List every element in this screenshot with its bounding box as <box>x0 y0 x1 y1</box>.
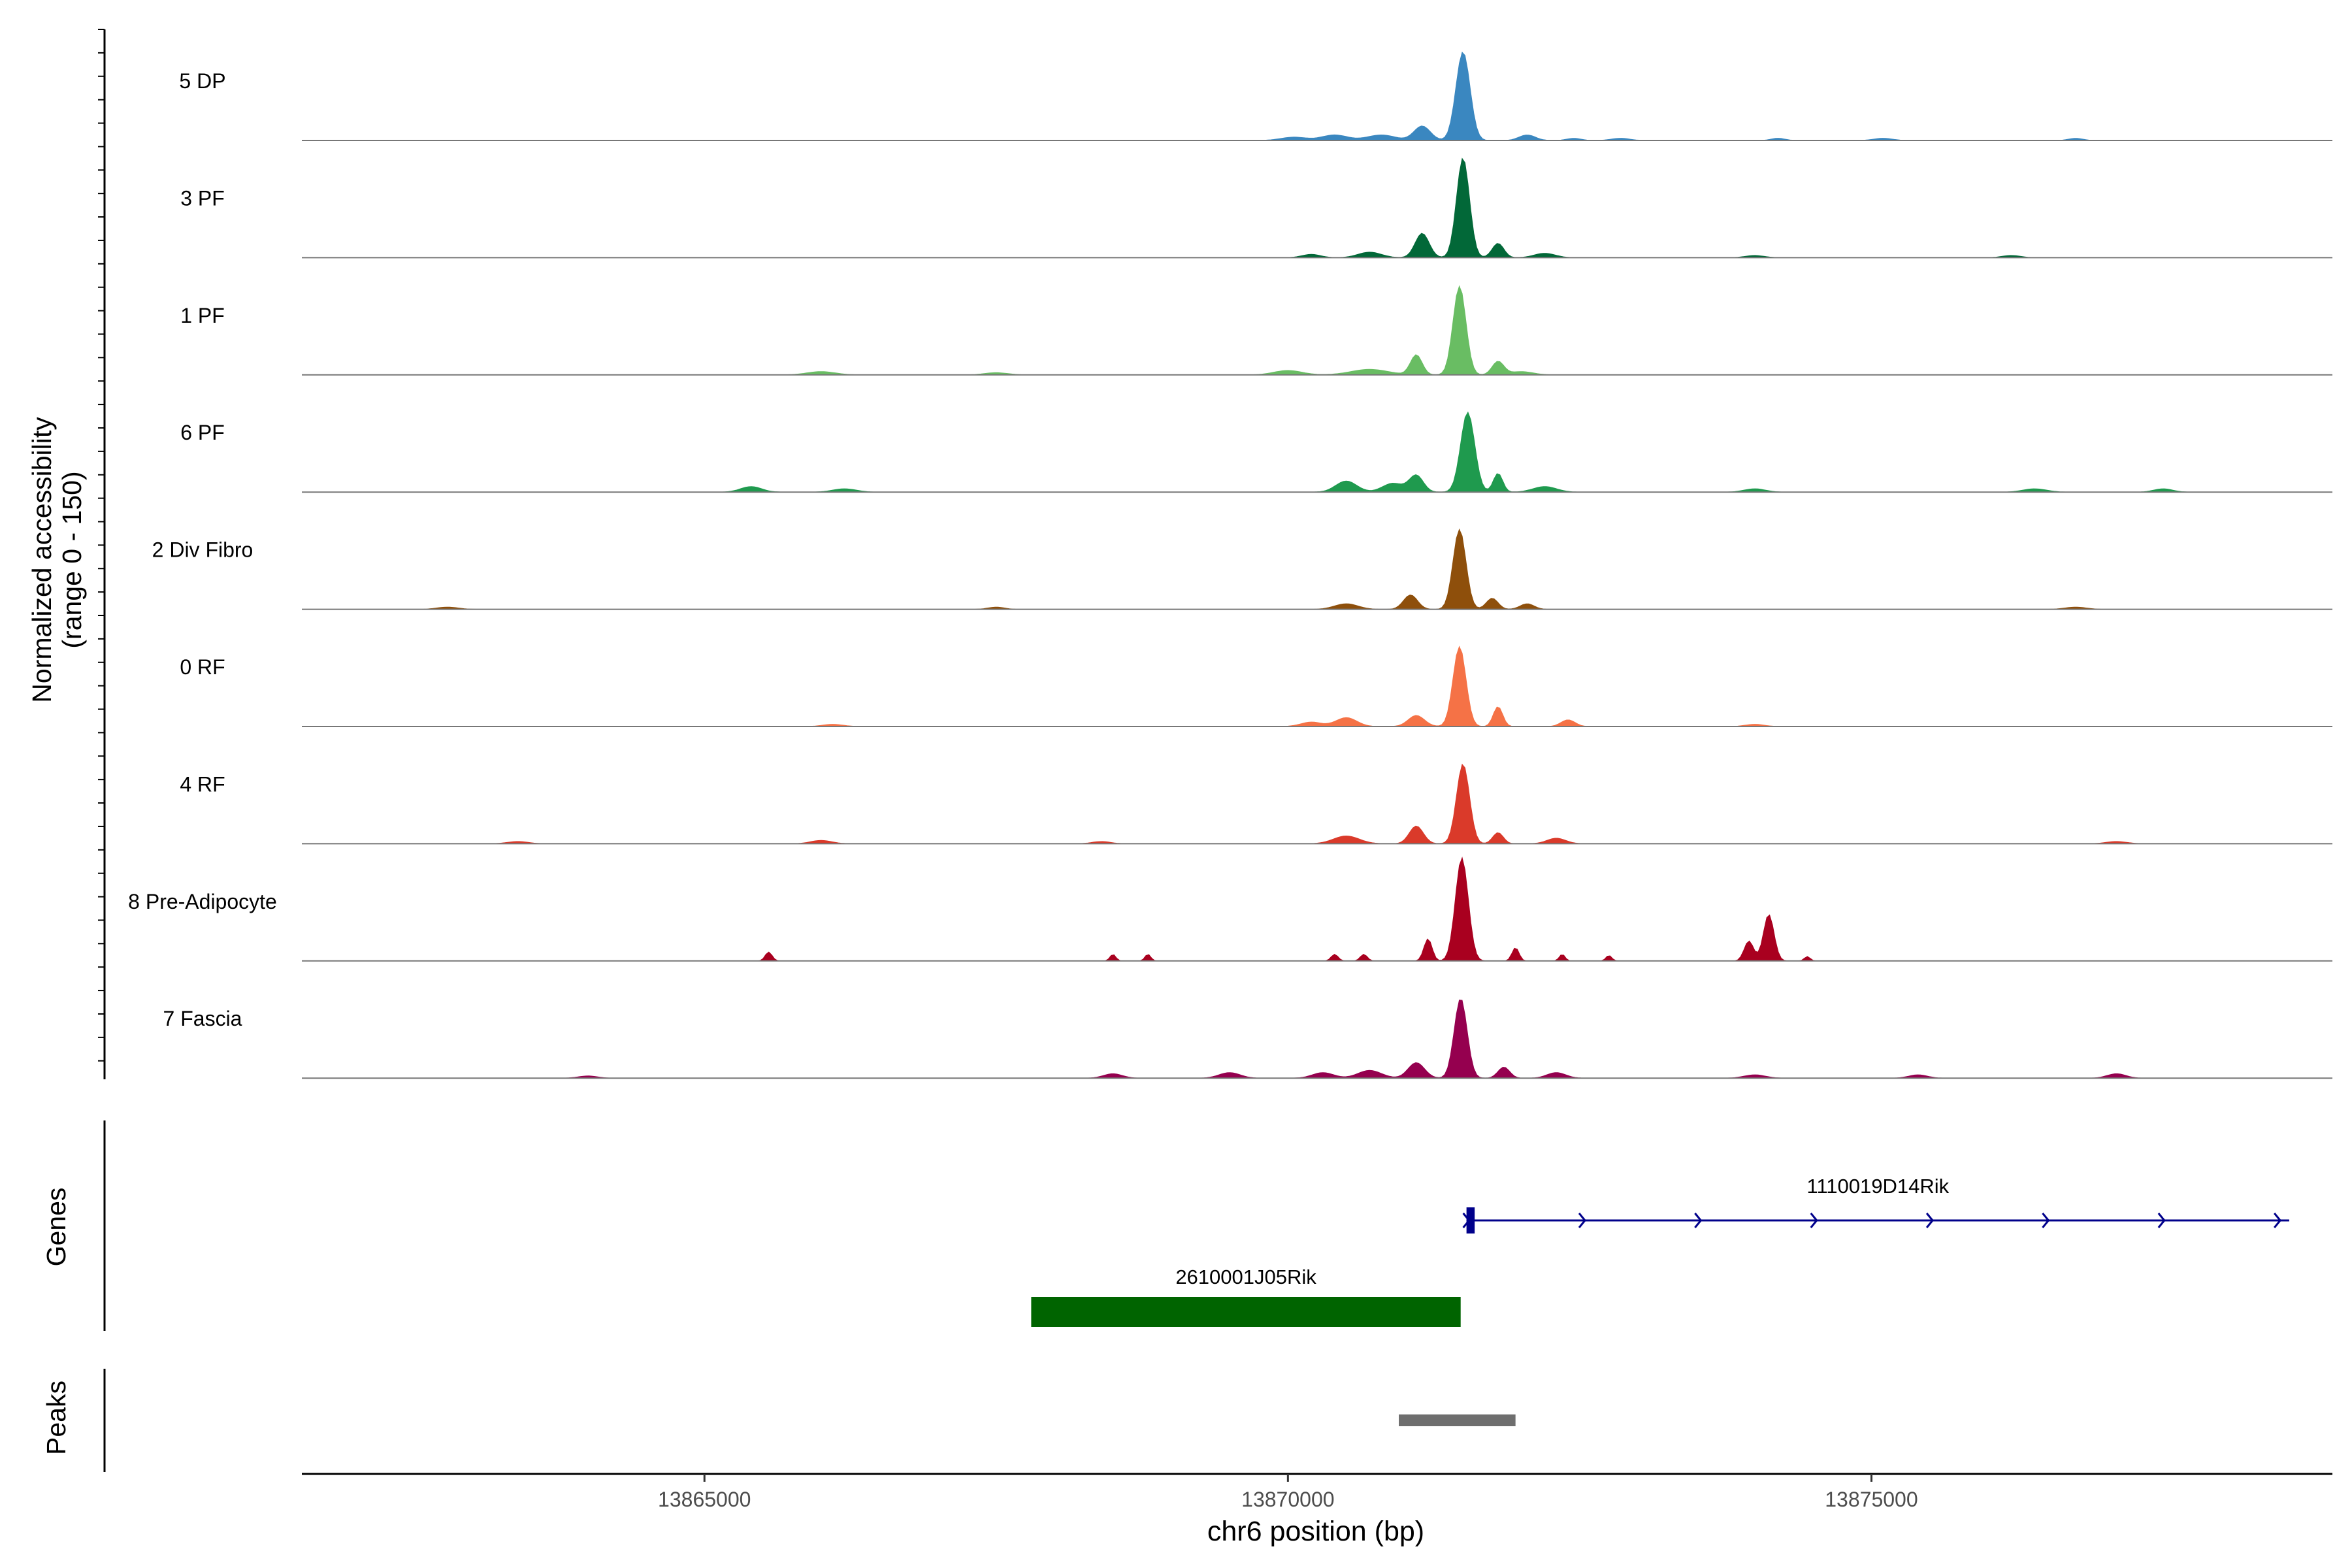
coverage-area <box>302 645 2332 727</box>
strand-arrow <box>1810 1213 1818 1228</box>
peaks-axis-label: Peaks <box>41 1380 71 1455</box>
left-axis-group <box>98 29 106 1472</box>
x-axis: 13865000 13870000 13875000 <box>302 1473 2332 1511</box>
x-axis-title: chr6 position (bp) <box>1207 1516 1424 1547</box>
track-label: 4 RF <box>180 772 225 796</box>
gene-name: 2610001J05Rik <box>1175 1266 1316 1288</box>
coverage-area <box>302 157 2332 258</box>
coverage-area <box>302 763 2332 844</box>
track-label: 2 Div Fibro <box>152 538 253 562</box>
x-tick-label: 13870000 <box>1241 1488 1334 1511</box>
coverage-area <box>302 857 2332 962</box>
track-label: 7 Fascia <box>163 1007 242 1030</box>
x-tick-label: 13865000 <box>658 1488 751 1511</box>
gene-track: 1110019D14Rik 2610001J05Rik <box>1031 1175 2289 1327</box>
coverage-area <box>302 51 2332 141</box>
track-label: 0 RF <box>180 655 225 679</box>
gene-name: 1110019D14Rik <box>1806 1175 1949 1198</box>
coverage-area <box>302 285 2332 376</box>
coverage-tracks <box>302 51 2332 1079</box>
coverage-area <box>302 1000 2332 1079</box>
strand-arrow <box>1578 1213 1586 1228</box>
peak-track <box>1399 1414 1516 1426</box>
strand-arrow <box>2274 1213 2282 1228</box>
coverage-area <box>302 411 2332 493</box>
x-tick-label: 13875000 <box>1825 1488 1918 1511</box>
coverage-area <box>302 528 2332 610</box>
gene-body <box>1031 1297 1461 1327</box>
track-label: 1 PF <box>180 304 225 327</box>
gene-exon <box>1466 1207 1475 1233</box>
peak-region <box>1399 1414 1516 1426</box>
strand-arrow <box>2042 1213 2050 1228</box>
track-label: 3 PF <box>180 186 225 210</box>
y-axis-label-line1: Normalized accessibility <box>27 417 57 703</box>
track-label: 8 Pre-Adipocyte <box>128 890 277 913</box>
y-axis-label-line2: (range 0 - 150) <box>57 471 87 648</box>
strand-arrow <box>1925 1213 1935 1228</box>
track-label: 6 PF <box>180 421 225 444</box>
genes-axis-label: Genes <box>41 1188 71 1267</box>
strand-arrow <box>1694 1213 1703 1228</box>
strand-arrow <box>2157 1213 2166 1228</box>
track-labels: 5 DP 3 PF 1 PF 6 PF 2 Div Fibro 0 RF 4 RF 8 Pre… <box>128 69 277 1030</box>
track-label: 5 DP <box>179 69 225 93</box>
